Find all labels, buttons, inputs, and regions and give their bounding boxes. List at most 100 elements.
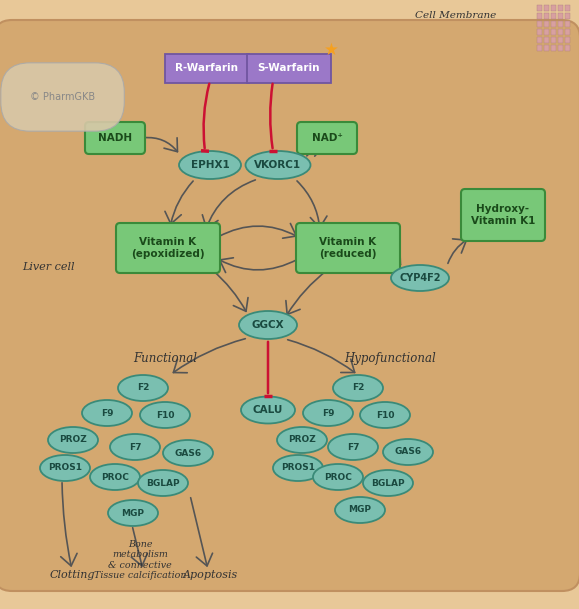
Text: © PharmGKB: © PharmGKB (30, 92, 95, 102)
Text: GAS6: GAS6 (394, 448, 422, 457)
Bar (551, 5, 556, 11)
Text: PROZ: PROZ (59, 435, 87, 445)
Bar (551, 13, 556, 19)
Text: NAD⁺: NAD⁺ (312, 133, 342, 143)
Bar (551, 29, 556, 35)
Ellipse shape (313, 464, 363, 490)
Ellipse shape (277, 427, 327, 453)
Bar (537, 37, 542, 43)
Ellipse shape (138, 470, 188, 496)
Ellipse shape (241, 396, 295, 423)
Bar (537, 5, 542, 11)
Text: PROZ: PROZ (288, 435, 316, 445)
Text: EPHX1: EPHX1 (190, 160, 229, 170)
Text: GGCX: GGCX (252, 320, 284, 330)
Bar (544, 5, 549, 11)
Bar (544, 21, 549, 27)
FancyBboxPatch shape (116, 223, 220, 273)
Text: F7: F7 (347, 443, 359, 451)
Text: F10: F10 (156, 410, 174, 420)
Text: PROC: PROC (324, 473, 352, 482)
Bar (551, 37, 556, 43)
Text: BGLAP: BGLAP (146, 479, 180, 487)
FancyBboxPatch shape (247, 54, 331, 82)
Text: PROS1: PROS1 (281, 463, 315, 473)
Bar (544, 45, 549, 51)
Ellipse shape (335, 497, 385, 523)
Bar (558, 13, 563, 19)
Text: Hypofunctional: Hypofunctional (344, 352, 436, 365)
Ellipse shape (108, 500, 158, 526)
Bar (537, 45, 542, 51)
Ellipse shape (48, 427, 98, 453)
FancyBboxPatch shape (297, 122, 357, 154)
Ellipse shape (273, 455, 323, 481)
FancyBboxPatch shape (296, 223, 400, 273)
Bar (565, 37, 570, 43)
Text: CALU: CALU (253, 405, 283, 415)
Bar (558, 29, 563, 35)
Ellipse shape (303, 400, 353, 426)
Ellipse shape (179, 151, 241, 179)
Text: Apoptosis: Apoptosis (182, 570, 237, 580)
Text: Bone
metabolism
& connective
Tissue calcification: Bone metabolism & connective Tissue calc… (94, 540, 186, 580)
Text: R-Warfarin: R-Warfarin (175, 63, 239, 73)
Text: Liver cell: Liver cell (22, 262, 75, 272)
Text: VKORC1: VKORC1 (254, 160, 302, 170)
Bar (558, 21, 563, 27)
Ellipse shape (363, 470, 413, 496)
Ellipse shape (239, 311, 297, 339)
Text: F9: F9 (101, 409, 113, 418)
Text: Cell Membrane: Cell Membrane (415, 11, 496, 20)
Ellipse shape (383, 439, 433, 465)
FancyArrowPatch shape (204, 83, 209, 148)
Ellipse shape (110, 434, 160, 460)
Text: MGP: MGP (349, 505, 372, 515)
Text: Functional: Functional (133, 352, 197, 365)
Text: F9: F9 (322, 409, 334, 418)
Bar (544, 29, 549, 35)
FancyArrowPatch shape (270, 84, 273, 148)
FancyBboxPatch shape (461, 189, 545, 241)
Bar (558, 45, 563, 51)
Ellipse shape (163, 440, 213, 466)
Bar (537, 21, 542, 27)
Bar (565, 13, 570, 19)
Bar (558, 37, 563, 43)
Bar (565, 5, 570, 11)
Ellipse shape (140, 402, 190, 428)
Ellipse shape (90, 464, 140, 490)
Text: MGP: MGP (122, 509, 145, 518)
Ellipse shape (333, 375, 383, 401)
Ellipse shape (245, 151, 310, 179)
Ellipse shape (391, 265, 449, 291)
Text: BGLAP: BGLAP (371, 479, 405, 487)
Bar (558, 5, 563, 11)
Ellipse shape (360, 402, 410, 428)
Ellipse shape (82, 400, 132, 426)
Bar (565, 29, 570, 35)
Bar (551, 21, 556, 27)
Text: Hydroxy-
Vitamin K1: Hydroxy- Vitamin K1 (471, 204, 535, 226)
Bar (537, 29, 542, 35)
FancyBboxPatch shape (0, 20, 579, 591)
Text: F7: F7 (129, 443, 141, 451)
Text: NADH: NADH (98, 133, 132, 143)
Ellipse shape (118, 375, 168, 401)
Text: Vitamin K
(epoxidized): Vitamin K (epoxidized) (131, 237, 205, 259)
Ellipse shape (328, 434, 378, 460)
Text: PROS1: PROS1 (48, 463, 82, 473)
Text: F2: F2 (137, 384, 149, 392)
Text: F10: F10 (376, 410, 394, 420)
Ellipse shape (40, 455, 90, 481)
Text: CYP4F2: CYP4F2 (400, 273, 441, 283)
Bar (565, 21, 570, 27)
Text: S-Warfarin: S-Warfarin (258, 63, 320, 73)
Bar (565, 45, 570, 51)
Bar (544, 13, 549, 19)
Text: F2: F2 (352, 384, 364, 392)
Text: Vitamin K
(reduced): Vitamin K (reduced) (319, 237, 377, 259)
Bar (537, 13, 542, 19)
Bar (551, 45, 556, 51)
Text: GAS6: GAS6 (174, 448, 201, 457)
